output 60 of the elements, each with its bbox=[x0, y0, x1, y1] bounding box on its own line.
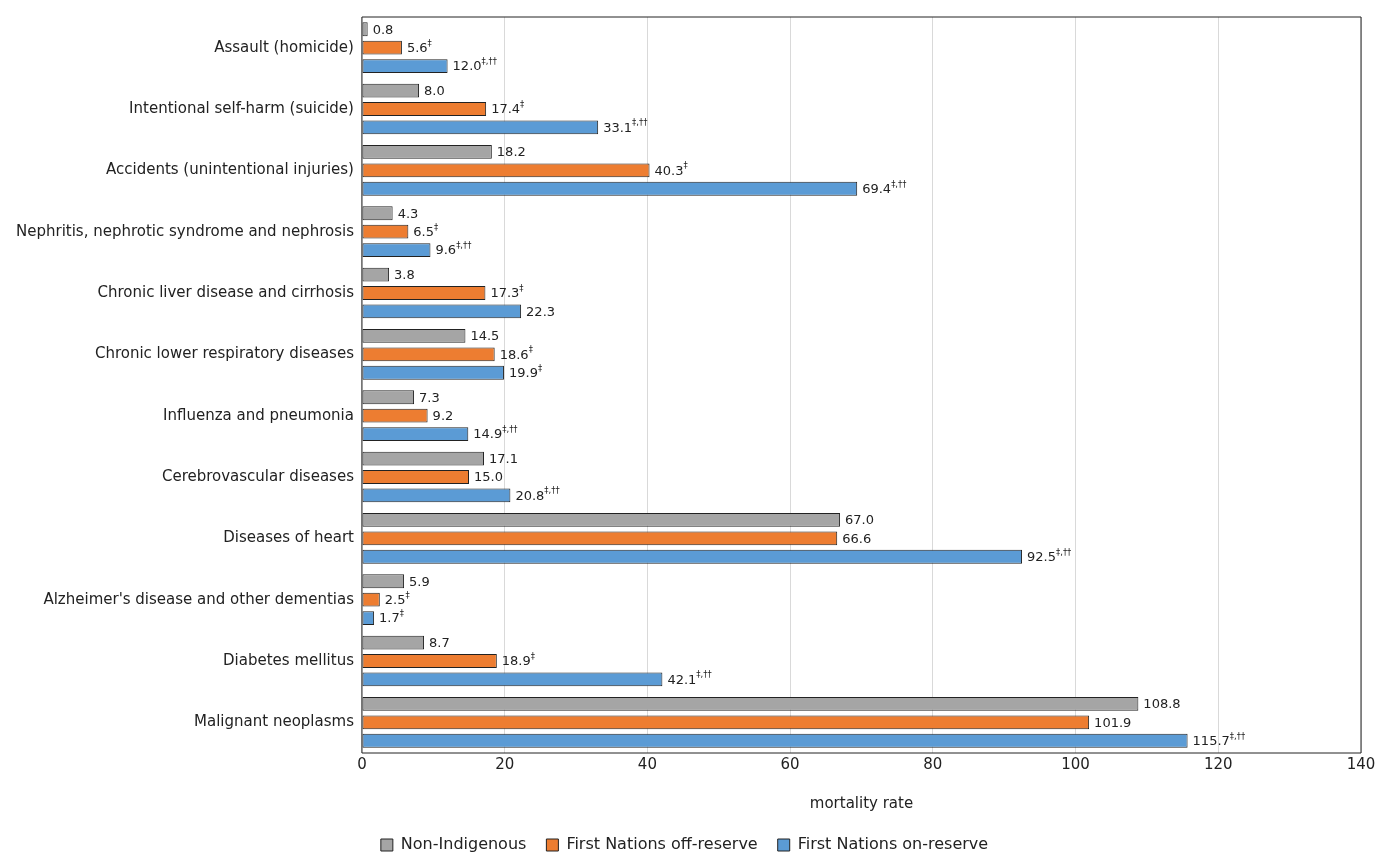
y-tick-label: Intentional self-harm (suicide) bbox=[129, 98, 354, 117]
data-label: 18.6‡ bbox=[499, 344, 533, 362]
data-label: 14.9‡,†† bbox=[473, 424, 518, 442]
y-tick-label: Chronic liver disease and cirrhosis bbox=[97, 282, 355, 301]
data-label: 101.9 bbox=[1094, 714, 1132, 730]
data-label: 12.0‡,†† bbox=[452, 56, 497, 74]
data-label: 8.0 bbox=[424, 82, 445, 98]
data-label: 4.3 bbox=[397, 205, 419, 221]
x-tick-label: 40 bbox=[637, 754, 657, 773]
data-label: 9.2 bbox=[432, 408, 454, 424]
data-label: 40.3‡ bbox=[654, 160, 688, 178]
data-label: 18.2 bbox=[496, 144, 526, 160]
data-label: 92.5‡,†† bbox=[1027, 546, 1072, 565]
data-label: 69.4‡,†† bbox=[862, 178, 907, 197]
data-label: 66.6 bbox=[842, 530, 872, 546]
data-label: 5.9 bbox=[409, 573, 430, 589]
x-tick-label: 20 bbox=[495, 754, 515, 773]
data-label: 9.6‡,†† bbox=[435, 240, 472, 258]
data-label: 42.1‡,†† bbox=[667, 669, 712, 687]
legend-label: First Nations on-reserve bbox=[797, 834, 989, 854]
y-tick-label: Alzheimer's disease and other dementias bbox=[43, 589, 355, 608]
x-axis-title: mortality rate bbox=[809, 793, 914, 812]
data-label: 0.8 bbox=[372, 21, 394, 37]
y-tick-label: Cerebrovascular diseases bbox=[161, 466, 355, 485]
y-tick-label: Assault (homicide) bbox=[214, 37, 354, 56]
y-tick-label: Influenza and pneumonia bbox=[163, 405, 354, 424]
legend-label: Non-Indigenous bbox=[400, 834, 527, 854]
data-label: 1.7‡ bbox=[379, 608, 404, 626]
data-label: 5.6‡ bbox=[406, 37, 432, 56]
y-tick-label: Nephritis, nephrotic syndrome and nephrosis bbox=[15, 221, 355, 240]
legend-label: First Nations off-reserve bbox=[566, 834, 758, 854]
x-tick-label: 60 bbox=[780, 754, 800, 773]
x-tick-label: 140 bbox=[1346, 754, 1376, 773]
data-label: 2.5‡ bbox=[384, 589, 410, 608]
y-tick-label: Diseases of heart bbox=[223, 528, 355, 547]
x-tick-label: 120 bbox=[1203, 754, 1233, 773]
data-label: 108.8 bbox=[1143, 696, 1181, 712]
data-label: 33.1‡,†† bbox=[603, 117, 648, 135]
y-tick-label: Malignant neoplasms bbox=[194, 712, 355, 731]
data-label: 17.3‡ bbox=[490, 283, 524, 301]
data-label: 7.3 bbox=[419, 389, 440, 405]
data-label: 20.8‡,†† bbox=[515, 485, 560, 503]
data-label: 8.7 bbox=[429, 634, 450, 650]
x-tick-label: 100 bbox=[1061, 754, 1090, 773]
data-label: 15.0 bbox=[474, 469, 503, 485]
data-label: 19.9‡ bbox=[508, 362, 543, 381]
data-label: 3.8 bbox=[394, 266, 415, 282]
data-label: 22.3 bbox=[526, 303, 556, 319]
x-tick-label: 80 bbox=[923, 754, 943, 773]
data-label: 14.5 bbox=[470, 328, 500, 344]
y-tick-label: Chronic lower respiratory diseases bbox=[94, 344, 355, 363]
data-label: 17.4‡ bbox=[491, 99, 525, 117]
data-label: 67.0 bbox=[845, 512, 875, 528]
data-label: 115.7‡,†† bbox=[1192, 730, 1246, 749]
y-tick-label: Diabetes mellitus bbox=[223, 650, 355, 669]
data-label: 18.9‡ bbox=[501, 651, 535, 669]
y-tick-label: Accidents (unintentional injuries) bbox=[105, 160, 354, 179]
data-label: 6.5‡ bbox=[413, 221, 439, 240]
data-label: 17.1 bbox=[488, 450, 518, 466]
x-tick-label: 0 bbox=[357, 754, 367, 773]
